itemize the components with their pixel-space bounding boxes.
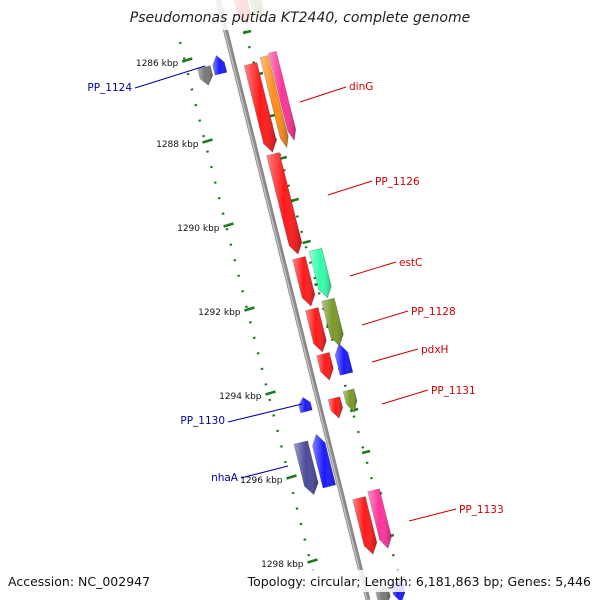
tick-label: 1290 kbp (177, 224, 220, 234)
genome-summary-text: Topology: circular; Length: 6,181,863 bp… (247, 574, 591, 589)
tick-label: 1298 kbp (261, 560, 304, 570)
gene-feature-pp1124-gray (197, 65, 214, 86)
gene-feature-pdxH (334, 343, 354, 376)
gene-feature-pp1131-red (327, 396, 344, 419)
gene-label-pdxh[interactable]: pdxH (421, 344, 448, 356)
gene-feature-dinG (243, 62, 277, 153)
ruler-tick (286, 474, 297, 480)
gene-leader-pp-1124 (134, 65, 206, 89)
tick-label: 1296 kbp (240, 476, 283, 486)
ruler-tick (307, 558, 318, 564)
gene-label-estc[interactable]: estC (399, 257, 422, 269)
gene-label-pp-1124[interactable]: PP_1124 (87, 82, 132, 94)
gene-feature-pp1128-red (305, 307, 327, 353)
gene-leader-estc (349, 261, 397, 277)
outer-ruler-tick (302, 239, 311, 245)
genome-backbone-highlight (216, 0, 368, 600)
gene-feature-pp1124 (212, 54, 228, 76)
outer-ruler-tick (361, 449, 371, 455)
gene-feature-pdxH-red (316, 352, 334, 381)
gene-leader-pp-1126 (327, 180, 373, 196)
accession-text: Accession: NC_002947 (8, 574, 150, 589)
map-title: Pseudomonas putida KT2440, complete geno… (130, 10, 470, 26)
gene-feature-nhaA-navy (293, 440, 319, 496)
gene-feature-estC-red (292, 256, 316, 307)
footer-background (0, 570, 600, 592)
gene-feature-orange (259, 55, 289, 149)
gene-label-nhaa[interactable]: nhaA (211, 472, 239, 484)
tick-label: 1292 kbp (198, 308, 241, 318)
tick-label: 1294 kbp (219, 392, 262, 402)
gene-leader-nhaa (240, 465, 289, 479)
outer-ruler-tick (242, 29, 252, 35)
gene-label-pp-1130[interactable]: PP_1130 (180, 415, 225, 427)
gene-label-pp-1131[interactable]: PP_1131 (431, 385, 476, 397)
gene-feature-pink (267, 50, 297, 142)
ruler-tick (244, 306, 255, 312)
tick-label: 1288 kbp (156, 140, 199, 150)
outer-ruler-tick (290, 197, 299, 203)
ruler-tick (265, 390, 276, 396)
gene-label-pp-1133[interactable]: PP_1133 (459, 504, 504, 516)
gene-leader-pp-1130 (227, 403, 303, 423)
gene-label-ding[interactable]: dinG (349, 81, 373, 93)
gene-labels-layer: PP_1124 dinG PP_1126 estC PP_1128 pdxH PP_1131… (87, 65, 504, 522)
genome-backbone (215, 0, 371, 600)
gene-feature-pp1133-red (352, 496, 378, 555)
tick-label: 1286 kbp (136, 59, 179, 69)
gene-leader-pp-1131 (381, 389, 429, 405)
gene-label-pp-1126[interactable]: PP_1126 (375, 176, 420, 188)
gene-feature-pp1133 (367, 488, 392, 549)
ruler-tick (202, 138, 213, 144)
genes-layer (197, 0, 406, 600)
gene-feature-pp1131 (342, 388, 358, 414)
gene-leader-pp-1133 (408, 508, 457, 522)
gene-feature-pp1130 (298, 396, 313, 414)
gene-leader-pp-1128 (361, 310, 409, 326)
gene-label-pp-1128[interactable]: PP_1128 (411, 306, 456, 318)
gene-feature-nhaA (312, 433, 337, 489)
gene-leader-pdxh (371, 348, 419, 363)
gene-feature-estC (308, 247, 332, 299)
ruler-tick (181, 57, 193, 63)
title-background (0, 0, 600, 30)
gene-leader-ding (299, 86, 347, 103)
gene-feature-pp1126 (266, 152, 303, 255)
gene-feature-pp1128 (321, 297, 344, 347)
ruler-tick (223, 222, 234, 228)
